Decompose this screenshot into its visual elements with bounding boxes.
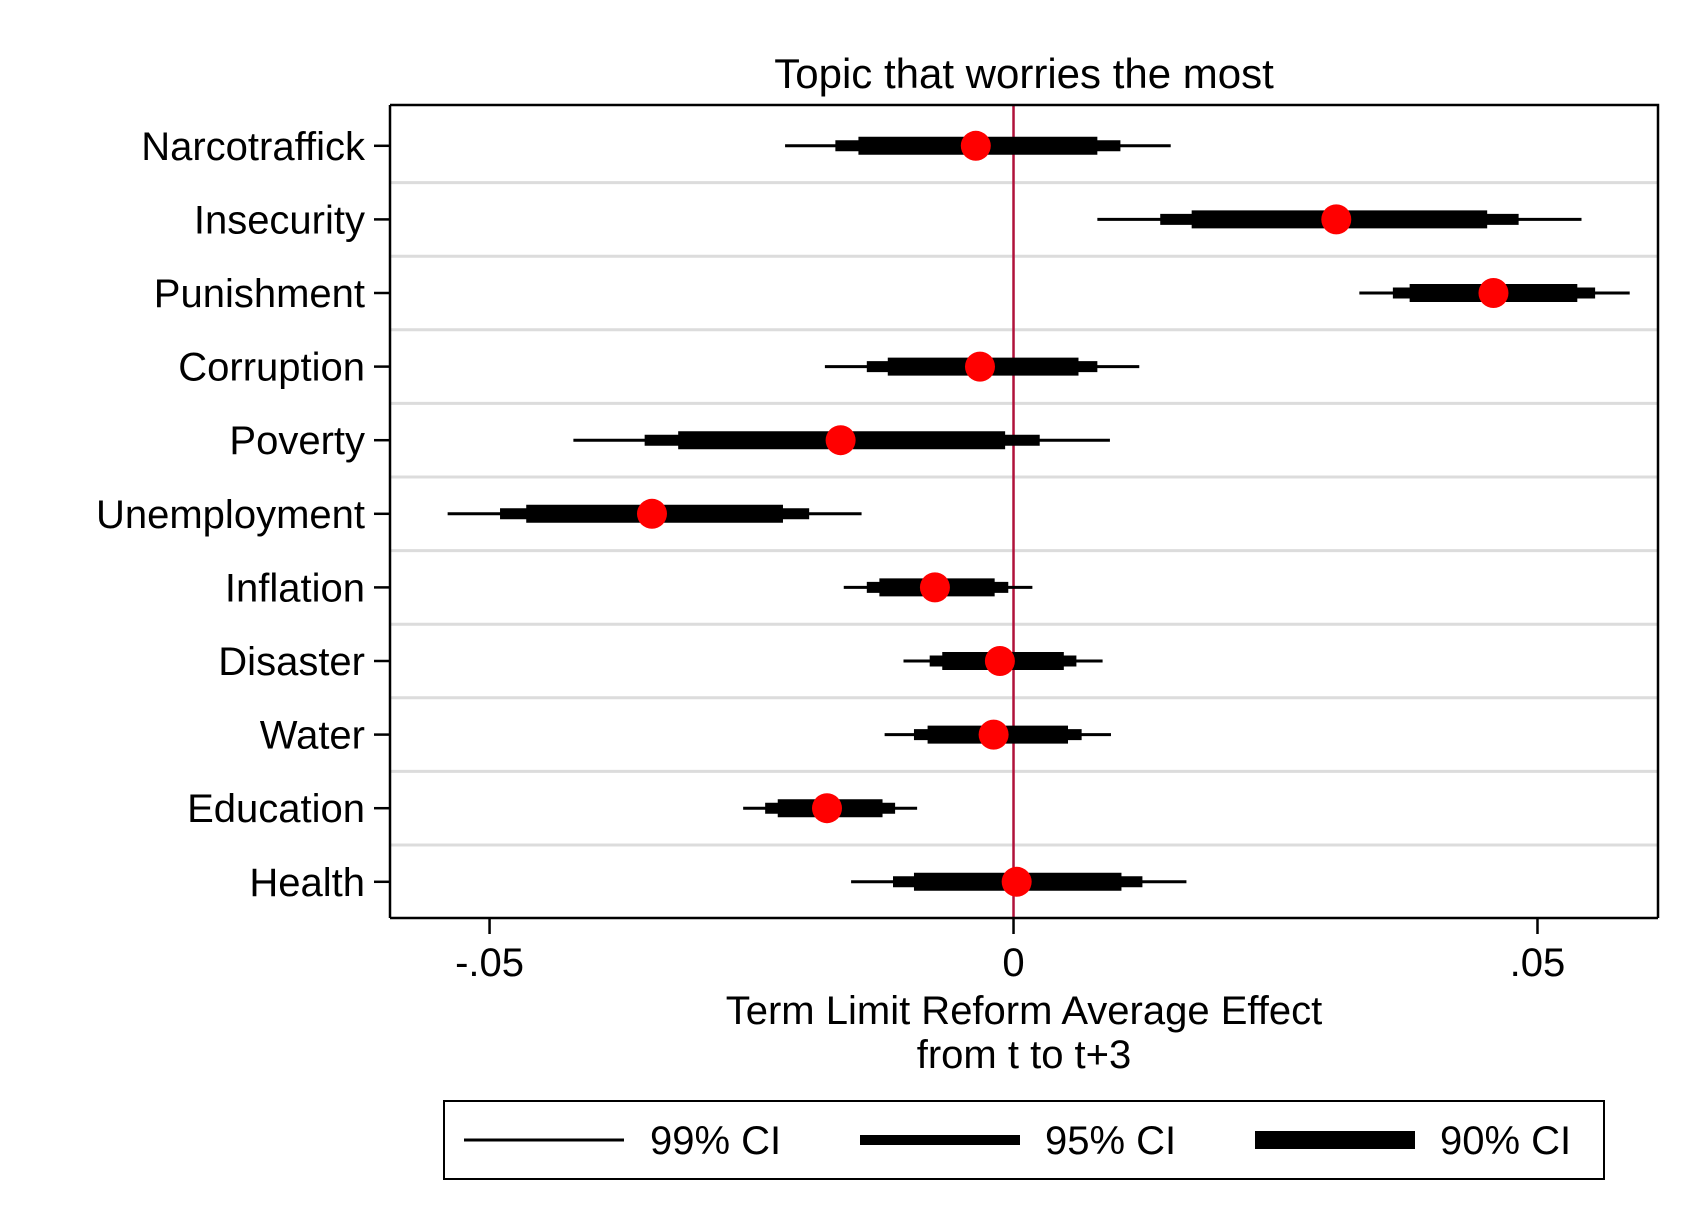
point-estimate — [1001, 866, 1032, 897]
y-tick-label: Health — [249, 861, 365, 905]
plot-frame — [390, 103, 1660, 918]
y-tick-label: Disaster — [218, 640, 365, 684]
legend-label-90: 90% CI — [1440, 1119, 1571, 1163]
point-estimate — [978, 719, 1009, 750]
y-tick-label: Corruption — [178, 346, 365, 390]
gridlines — [390, 181, 1658, 847]
y-tick-label: Poverty — [229, 419, 365, 463]
x-tick-label: -.05 — [455, 941, 524, 985]
y-tick-label: Education — [187, 787, 365, 831]
x-axis-label-line-2: from t to t+3 — [917, 1033, 1132, 1077]
point-estimate — [964, 351, 995, 382]
x-tick-label: .05 — [1510, 941, 1566, 985]
legend-label-95: 95% CI — [1045, 1119, 1176, 1163]
point-estimate — [919, 572, 950, 603]
y-axis: Narcotraffick Insecurity Punishment Corrupt… — [96, 125, 390, 905]
point-estimate — [1321, 204, 1352, 235]
point-estimate — [811, 793, 842, 824]
y-tick-label: Inflation — [225, 566, 365, 610]
y-tick-label: Punishment — [154, 272, 365, 316]
point-estimate — [960, 130, 991, 161]
y-tick-label: Insecurity — [194, 198, 365, 242]
y-tick-label: Water — [260, 714, 365, 758]
chart-title: Topic that worries the most — [774, 50, 1274, 97]
x-tick-label: 0 — [1002, 941, 1024, 985]
legend: 99% CI 95% CI 90% CI — [443, 1100, 1605, 1180]
point-estimate — [636, 498, 667, 529]
y-tick-label: Narcotraffick — [141, 125, 366, 169]
point-estimate — [825, 425, 856, 456]
legend-label-99: 99% CI — [650, 1119, 781, 1163]
point-estimate — [1478, 278, 1509, 308]
x-axis-label-line-1: Term Limit Reform Average Effect — [726, 989, 1323, 1033]
x-axis: -.05 0 .05 — [455, 918, 1565, 985]
y-tick-label: Unemployment — [96, 493, 365, 537]
point-estimate — [984, 646, 1015, 676]
ci-series — [447, 130, 1630, 897]
